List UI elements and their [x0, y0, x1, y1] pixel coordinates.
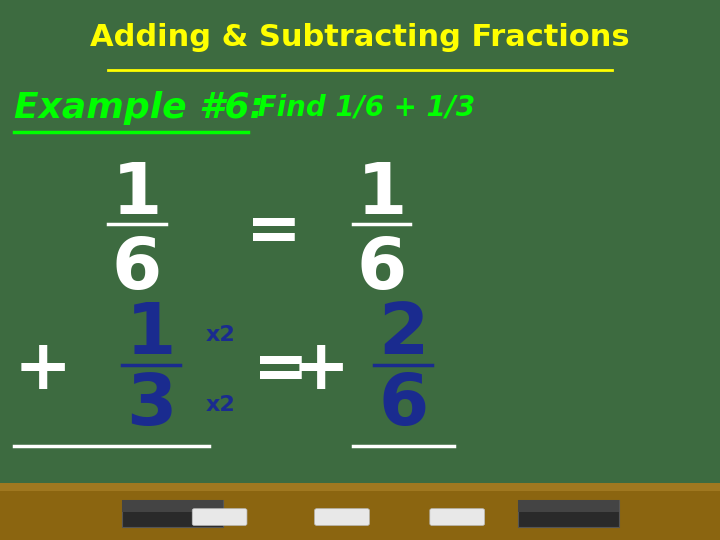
Text: +: + — [292, 336, 349, 403]
Text: 1: 1 — [356, 160, 407, 229]
Text: 1: 1 — [126, 300, 176, 369]
Text: =: = — [253, 337, 309, 403]
Bar — [518, 500, 619, 512]
Text: 6: 6 — [112, 235, 162, 305]
FancyBboxPatch shape — [192, 509, 247, 525]
Text: 6: 6 — [378, 370, 428, 440]
Bar — [0, 486, 720, 540]
FancyBboxPatch shape — [315, 509, 369, 525]
FancyBboxPatch shape — [430, 509, 485, 525]
Text: +: + — [14, 336, 72, 403]
Text: =: = — [246, 199, 302, 265]
Bar — [518, 500, 619, 526]
Text: Find 1/6 + 1/3: Find 1/6 + 1/3 — [248, 94, 475, 122]
Text: x2: x2 — [205, 395, 235, 415]
Text: x2: x2 — [205, 325, 235, 345]
Text: Example #6:: Example #6: — [14, 91, 264, 125]
Text: 6: 6 — [356, 235, 407, 305]
Text: 2: 2 — [378, 300, 428, 369]
Bar — [0, 483, 720, 491]
Text: Adding & Subtracting Fractions: Adding & Subtracting Fractions — [90, 23, 630, 52]
Bar — [122, 500, 223, 526]
Bar — [122, 500, 223, 512]
Text: 3: 3 — [126, 370, 176, 440]
Text: 1: 1 — [112, 160, 162, 229]
